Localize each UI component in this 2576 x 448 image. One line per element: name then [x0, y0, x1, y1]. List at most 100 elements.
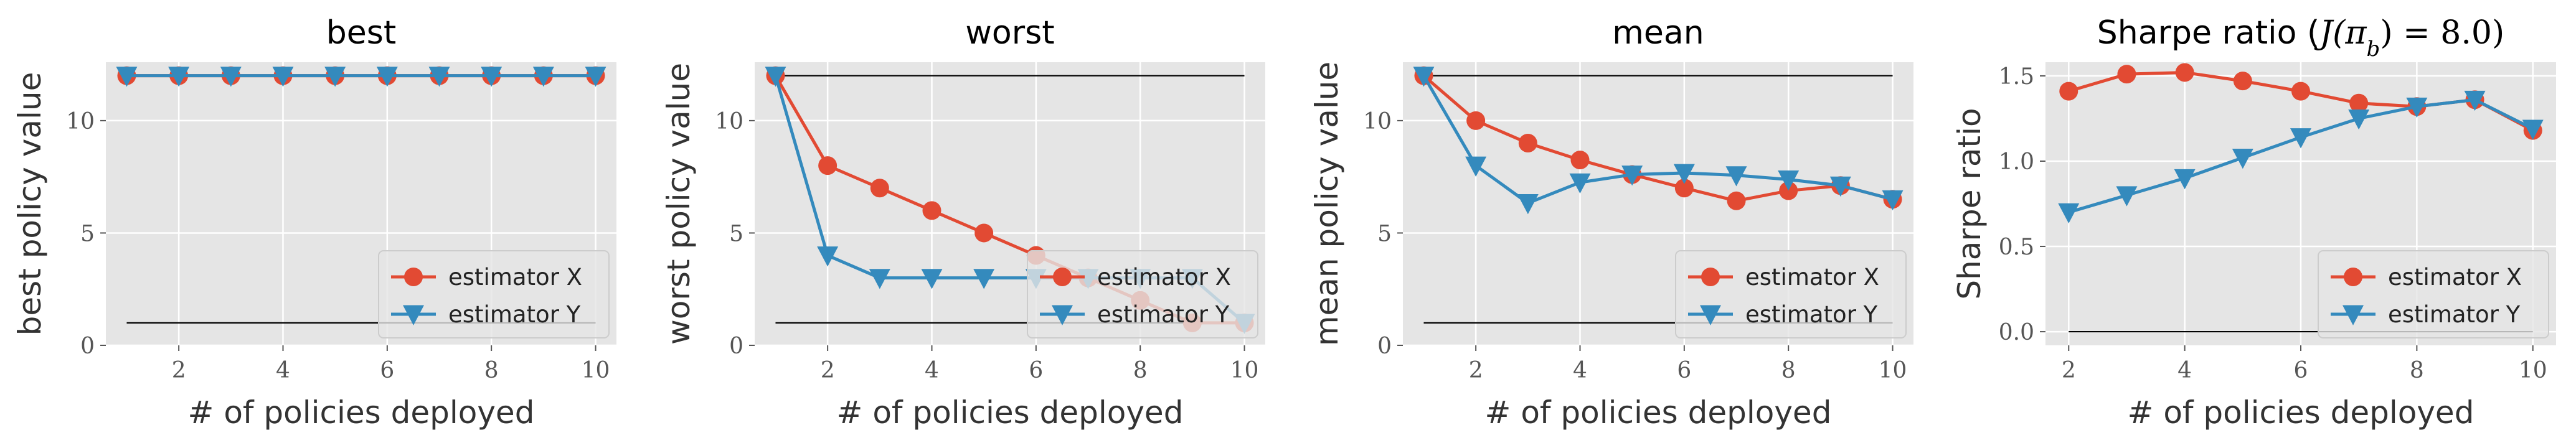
legend-label: estimator Y	[448, 301, 581, 328]
x-tick-label: 4	[925, 358, 939, 383]
y-tick-label: 0	[1377, 334, 1392, 359]
y-axis-label: mean policy value	[1309, 62, 1345, 346]
x-tick-label: 10	[582, 358, 610, 383]
data-point	[818, 156, 837, 175]
y-tick-label: 10	[715, 109, 743, 134]
title-part: ) = 8.0)	[2380, 14, 2504, 52]
legend: estimator X estimator Y	[1675, 250, 1907, 338]
y-axis-label: worst policy value	[661, 63, 697, 345]
data-point	[220, 67, 242, 87]
x-tick-label: 4	[1573, 358, 1587, 383]
legend: estimator X estimator Y	[1027, 250, 1258, 338]
data-point	[869, 269, 890, 289]
data-point	[2174, 169, 2196, 190]
x-tick-label: 8	[1133, 358, 1148, 383]
chart-title: worst	[965, 14, 1054, 52]
data-point	[2349, 93, 2369, 113]
data-point	[1882, 190, 1904, 211]
x-tick-label: 10	[1879, 358, 1907, 383]
legend-label: estimator Y	[2388, 301, 2521, 328]
y-tick-label: 5	[729, 221, 743, 246]
x-tick-label: 10	[2519, 358, 2547, 383]
data-point	[116, 67, 138, 87]
data-point	[2058, 203, 2080, 224]
data-point	[481, 67, 502, 87]
x-tick-label: 6	[1677, 358, 1691, 383]
y-tick-label: 10	[66, 109, 95, 134]
data-point	[2059, 82, 2078, 101]
x-axis-label: # of policies deployed	[837, 394, 1184, 431]
legend-label: estimator Y	[1097, 301, 1230, 328]
legend-label: estimator X	[1745, 264, 1879, 291]
x-tick-label: 6	[1029, 358, 1043, 383]
data-point	[2232, 149, 2253, 169]
data-point	[1779, 181, 1798, 200]
y-tick-label: 10	[1363, 109, 1392, 134]
legend-marker	[403, 305, 424, 325]
data-point	[1518, 134, 1537, 152]
panel-4: 2 4 6 8 10 0.0 0.5 1.0 1.5 estimator X estimator Y…	[1951, 14, 2556, 431]
data-point	[1674, 179, 1694, 198]
data-point	[1727, 191, 1746, 210]
data-point	[1570, 151, 1590, 170]
legend-marker	[1701, 268, 1720, 286]
x-tick-label: 8	[2410, 358, 2424, 383]
legend-marker	[2344, 268, 2362, 286]
y-tick-label: 0.0	[1999, 320, 2034, 345]
x-tick-label: 10	[1230, 358, 1259, 383]
data-point	[870, 179, 889, 198]
legend-box	[378, 250, 610, 338]
data-point	[2406, 97, 2428, 118]
x-axis-label: # of policies deployed	[1485, 394, 1832, 431]
data-point	[2522, 119, 2544, 140]
data-point	[922, 201, 941, 220]
legend-marker	[1700, 305, 1721, 325]
y-axis-label: best policy value	[12, 72, 48, 336]
legend-box	[1027, 250, 1258, 338]
data-point	[765, 67, 786, 87]
x-tick-label: 2	[172, 358, 186, 383]
data-point	[1569, 173, 1591, 194]
legend-box	[2318, 250, 2549, 338]
data-point	[2233, 72, 2252, 91]
x-tick-label: 6	[2294, 358, 2308, 383]
title-part: Sharpe ratio (	[2097, 14, 2319, 52]
data-point	[428, 67, 450, 87]
y-tick-label: 5	[1377, 221, 1392, 246]
legend-label: estimator X	[1097, 264, 1231, 291]
legend-label: estimator X	[2388, 264, 2522, 291]
x-tick-label: 2	[2062, 358, 2076, 383]
legend-label: estimator Y	[1745, 301, 1878, 328]
series-line-2	[1422, 75, 1894, 205]
panel-3: 2 4 6 8 10 0 5 10 estimator X estimator Y mean # of…	[1309, 14, 1913, 431]
series-line-1	[1422, 74, 1894, 203]
data-point	[376, 67, 398, 87]
chart-title: best	[326, 14, 396, 52]
data-point	[1413, 67, 1435, 87]
data-point	[532, 67, 554, 87]
data-point	[2291, 82, 2310, 101]
panel-2: 2 4 6 8 10 0 5 10 estimator X estimator Y worst # o…	[661, 14, 1265, 431]
title-part: J(π	[2314, 14, 2367, 52]
data-point	[272, 67, 294, 87]
chart-title: Sharpe ratio (J(πb) = 8.0)	[2097, 14, 2504, 62]
legend-box	[1675, 250, 1907, 338]
data-point	[1725, 166, 1747, 187]
y-tick-label: 0.5	[1999, 235, 2034, 260]
y-tick-label: 1.0	[1999, 149, 2034, 175]
y-tick-label: 1.5	[1999, 64, 2034, 90]
data-point	[324, 67, 346, 87]
x-tick-label: 4	[276, 358, 290, 383]
data-point	[1465, 156, 1487, 177]
data-point	[2116, 186, 2138, 207]
legend-label: estimator X	[448, 264, 582, 291]
legend-marker	[1052, 305, 1073, 325]
y-tick-label: 5	[80, 221, 95, 246]
data-point	[921, 269, 943, 289]
data-point	[1673, 164, 1695, 184]
x-tick-label: 8	[1781, 358, 1796, 383]
chart-title: mean	[1612, 14, 1704, 52]
data-point	[973, 269, 995, 289]
panel-1: 2 4 6 8 10 0 5 10 estimator X estimator Y best # of…	[12, 14, 616, 431]
